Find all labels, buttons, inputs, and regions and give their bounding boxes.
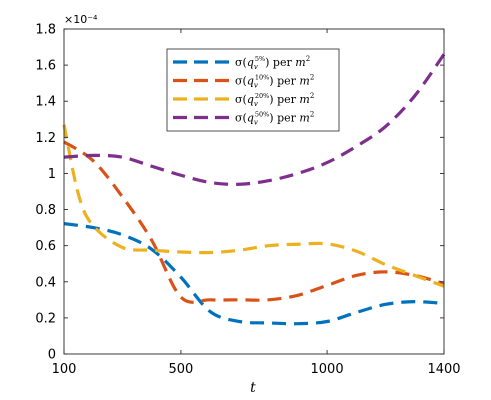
legend-entry-1: σ(qv5%) per m2 [235,55,310,71]
axes-frame [63,28,445,355]
x-tick-label: 500 [169,362,194,377]
legend-entry-3: σ(qv20%) per m2 [235,92,314,108]
x-tick-label: 1000 [311,362,344,377]
y-tick-label: 1.8 [35,23,56,38]
series-line-3 [62,124,445,288]
legend-entry-2: σ(qv10%) per m2 [235,74,314,90]
y-tick-label: 1.6 [35,59,56,74]
y-tick-label: 0.6 [35,239,56,254]
series-line-2 [63,140,445,304]
y-exponent-label: ×10⁻⁴ [64,13,98,26]
y-tick-label: 0.4 [35,275,56,290]
y-tick-label: 1 [48,167,56,182]
y-tick-label: 0 [48,348,56,363]
series-line-4 [63,53,446,186]
x-axis-label: t [250,380,256,396]
y-tick-label: 0.2 [35,311,56,326]
axes-layer: 100 500 1000 1400 0 0.2 0.4 0.6 0.8 1 1.2 1.4 1.6 1.8… [35,13,460,396]
legend-entry-4: σ(qv50%) per m2 [235,111,314,127]
x-tick-label: 1400 [427,362,460,377]
y-tick-label: 1.4 [35,95,56,110]
y-tick-label: 0.8 [35,203,56,218]
y-tick-label: 1.2 [35,131,56,146]
series-layer [62,53,446,326]
series-line-1 [63,222,445,326]
legend: σ(qv5%) per m2 σ(qv10%) per m2 σ(qv20%) pe… [166,48,340,132]
x-tick-label: 100 [52,362,77,377]
